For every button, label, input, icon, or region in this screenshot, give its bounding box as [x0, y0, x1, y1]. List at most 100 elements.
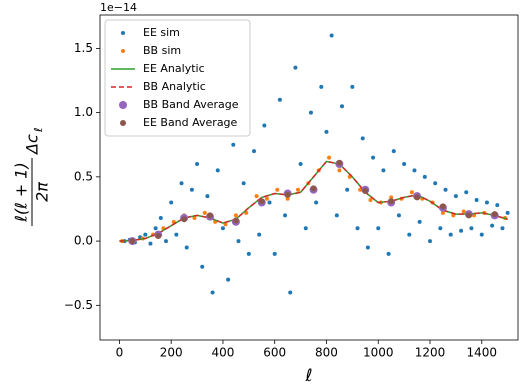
y-label-subscript: ℓ [32, 127, 45, 133]
data-point [285, 196, 290, 201]
data-point [327, 155, 332, 160]
x-tick-label: 800 [315, 346, 338, 360]
data-point [192, 215, 197, 220]
data-point [303, 226, 308, 231]
x-tick-label: 600 [263, 346, 286, 360]
data-point [358, 187, 363, 192]
y-label-numerator: ℓ(ℓ + 1) [12, 162, 31, 222]
data-point [336, 159, 343, 166]
data-point [314, 200, 319, 205]
data-point [129, 238, 136, 245]
data-point [409, 190, 414, 195]
data-point [360, 136, 365, 141]
data-point [412, 168, 417, 173]
data-point [381, 168, 386, 173]
data-point [469, 226, 474, 231]
data-point [386, 251, 391, 256]
legend-label: EE sim [143, 26, 180, 39]
legend-frame [104, 19, 251, 137]
data-point [439, 203, 446, 210]
data-point [293, 65, 298, 70]
data-point [153, 226, 158, 231]
data-point [143, 232, 148, 237]
data-point [388, 198, 395, 205]
data-point [484, 200, 489, 205]
data-point [340, 104, 344, 109]
data-point [491, 211, 498, 218]
legend-swatch [121, 49, 125, 53]
legend-swatch [120, 120, 126, 126]
x-tick-label: 200 [160, 346, 183, 360]
data-point [337, 168, 342, 173]
data-point [414, 194, 421, 201]
data-point [164, 239, 168, 244]
data-point [258, 198, 265, 205]
data-point [461, 209, 466, 214]
data-point [158, 215, 163, 220]
data-point [267, 200, 272, 205]
y-tick-label: 1.5 [74, 41, 93, 55]
analytic-line [119, 160, 508, 242]
y-label-factor: Δc [23, 134, 42, 156]
data-point [252, 149, 256, 154]
data-point [189, 187, 194, 192]
data-point [362, 187, 369, 194]
data-point [220, 226, 225, 231]
y-tick-label: 0.0 [74, 234, 93, 248]
data-point [205, 194, 210, 199]
data-point [433, 181, 438, 186]
data-point [428, 239, 432, 244]
x-axis-label: ℓ [304, 366, 312, 386]
data-point [148, 241, 153, 246]
data-point [288, 290, 293, 295]
data-point [495, 203, 500, 208]
data-point [407, 232, 412, 237]
data-point [402, 162, 407, 167]
data-point [389, 195, 394, 200]
data-point [284, 191, 291, 198]
x-tick-label: 0 [116, 346, 124, 360]
data-point [465, 212, 472, 219]
data-point [505, 210, 510, 215]
data-point [155, 232, 162, 239]
data-point [277, 97, 282, 102]
data-point [391, 149, 396, 154]
legend-swatch [121, 31, 125, 35]
data-point [272, 251, 277, 256]
data-point [200, 264, 205, 269]
data-point [262, 123, 267, 128]
data-point [181, 216, 188, 223]
y-tick-label: 0.5 [74, 169, 93, 183]
data-point [365, 245, 370, 250]
data-point [459, 228, 464, 233]
data-point [448, 232, 453, 237]
data-point [329, 33, 334, 38]
data-point [453, 194, 458, 199]
data-point [371, 155, 376, 160]
data-point [438, 226, 443, 231]
data-point [376, 226, 381, 231]
y-tick-label: −0.5 [64, 298, 93, 312]
data-point [202, 210, 207, 215]
legend-label: BB Analytic [143, 80, 206, 93]
data-point [319, 84, 324, 89]
data-point [417, 219, 422, 224]
data-point [350, 84, 355, 89]
data-point [474, 197, 479, 202]
data-point [246, 251, 251, 256]
x-tick-label: 400 [211, 346, 234, 360]
data-point [195, 162, 200, 167]
data-point [296, 187, 300, 192]
data-point [298, 162, 303, 167]
y-tick-label: 1.0 [74, 105, 93, 119]
data-point [396, 213, 401, 218]
legend-label: EE Band Average [143, 116, 238, 129]
data-point [334, 213, 339, 218]
data-point [174, 232, 179, 237]
data-point [231, 142, 236, 147]
data-point [257, 232, 262, 237]
x-tick-label: 1000 [363, 346, 394, 360]
data-point [324, 129, 329, 134]
data-point [210, 290, 215, 295]
